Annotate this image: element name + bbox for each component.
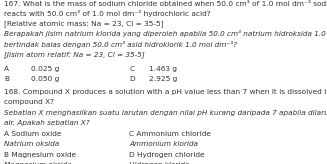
Text: 2.925 g: 2.925 g xyxy=(149,76,177,82)
Text: A Sodium oxide: A Sodium oxide xyxy=(4,131,61,137)
Text: C Ammonium chloride: C Ammonium chloride xyxy=(129,131,211,137)
Text: bertindak balas dengan 50.0 cm³ asid hidroklorik 1.0 mol dm⁻³?: bertindak balas dengan 50.0 cm³ asid hid… xyxy=(4,41,237,48)
Text: 167. What is the mass of sodium chloride obtained when 50.0 cm³ of 1.0 mol dm⁻³ : 167. What is the mass of sodium chloride… xyxy=(4,0,327,7)
Text: [Relative atomic mass: Na = 23, Cl = 35-5]: [Relative atomic mass: Na = 23, Cl = 35-… xyxy=(4,20,164,27)
Text: D Hydrogen chloride: D Hydrogen chloride xyxy=(129,152,205,158)
Text: Natrium oksida: Natrium oksida xyxy=(4,141,60,147)
Text: 0.050 g: 0.050 g xyxy=(31,76,59,82)
Text: Magnesium oksida: Magnesium oksida xyxy=(4,162,72,164)
Text: 0.025 g: 0.025 g xyxy=(31,66,59,72)
Text: Hidrogen klorida: Hidrogen klorida xyxy=(129,162,189,164)
Text: air. Apakah sebatian X?: air. Apakah sebatian X? xyxy=(4,120,90,126)
Text: C: C xyxy=(129,66,134,72)
Text: [Jisim atom relatif: Na = 23, Cl = 35-5]: [Jisim atom relatif: Na = 23, Cl = 35-5] xyxy=(4,51,145,58)
Text: reacts with 50.0 cm³ of 1.0 mol dm⁻³ hydrochloric acid?: reacts with 50.0 cm³ of 1.0 mol dm⁻³ hyd… xyxy=(4,10,211,17)
Text: B: B xyxy=(4,76,9,82)
Text: A: A xyxy=(4,66,9,72)
Text: B Magnesium oxide: B Magnesium oxide xyxy=(4,152,77,158)
Text: Berapakah jisim natrium klorida yang diperoleh apabila 50.0 cm³ natrium hidroksi: Berapakah jisim natrium klorida yang dip… xyxy=(4,30,327,37)
Text: Ammonium klorida: Ammonium klorida xyxy=(129,141,198,147)
Text: Sebatian X menghasilkan suatu larutan dengan nilai pH kurang daripada 7 apabila : Sebatian X menghasilkan suatu larutan de… xyxy=(4,110,327,116)
Text: 168. Compound X produces a solution with a pH value less than 7 when it is disso: 168. Compound X produces a solution with… xyxy=(4,89,327,95)
Text: compound X?: compound X? xyxy=(4,99,54,105)
Text: 1.463 g: 1.463 g xyxy=(149,66,177,72)
Text: D: D xyxy=(129,76,135,82)
